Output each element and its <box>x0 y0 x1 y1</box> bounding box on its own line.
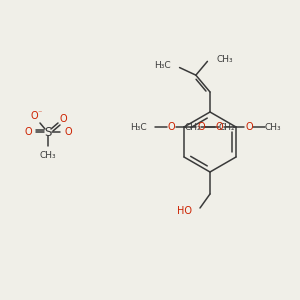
Text: HO: HO <box>177 206 192 216</box>
Text: CH₃: CH₃ <box>216 55 233 64</box>
Text: O: O <box>64 127 72 137</box>
Text: O: O <box>59 114 67 124</box>
Text: O: O <box>245 122 253 132</box>
Text: O: O <box>167 122 175 132</box>
Text: H₃C: H₃C <box>154 61 170 70</box>
Text: CH₂: CH₂ <box>185 122 201 131</box>
Text: CH₂: CH₂ <box>219 122 235 131</box>
Text: CH₃: CH₃ <box>265 122 281 131</box>
Text: CH₃: CH₃ <box>40 151 56 160</box>
Text: S: S <box>44 125 52 139</box>
Text: ⁻: ⁻ <box>38 109 42 118</box>
Text: O: O <box>24 127 32 137</box>
Text: O: O <box>197 122 205 132</box>
Text: H₃C: H₃C <box>130 122 147 131</box>
Text: O: O <box>30 111 38 121</box>
Text: O: O <box>215 122 223 132</box>
